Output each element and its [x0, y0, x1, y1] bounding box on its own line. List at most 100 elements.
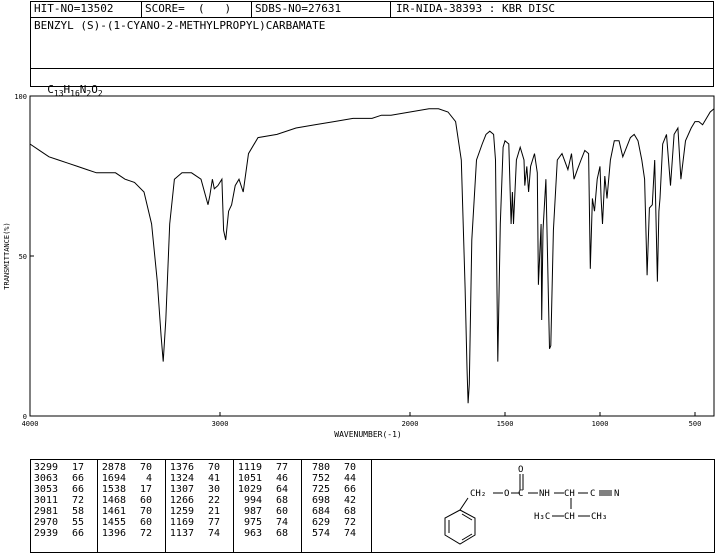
peak-row: 1376 70 [168, 462, 224, 473]
peak-row: 975 74 [236, 517, 292, 528]
nh-group: NH [539, 489, 550, 499]
nitrile-carbon: C [590, 489, 595, 499]
peak-wavenumber: 1694 [101, 473, 126, 484]
peak-wavenumber: 1461 [101, 506, 126, 517]
peak-wavenumber: 684 [311, 506, 330, 517]
formula-c: C [47, 83, 54, 96]
peak-row: 1051 46 [236, 473, 292, 484]
carbonyl-oxygen: O [518, 465, 523, 475]
peak-row: 725 66 [304, 484, 360, 495]
peak-column-divider [233, 459, 234, 553]
header-divider-top [30, 17, 714, 18]
benzene-ring [444, 509, 476, 545]
peak-row: 2939 66 [32, 528, 88, 539]
peak-transmittance: 66 [71, 528, 84, 539]
peak-row: 1461 70 [100, 506, 156, 517]
nitrile-nitrogen: N [614, 489, 619, 499]
formula-n: N [79, 83, 87, 96]
formula-h-count: 16 [70, 89, 80, 99]
peak-transmittance: 55 [71, 517, 84, 528]
peak-column-divider [301, 459, 302, 553]
compound-name: BENZYL (S)-(1-CYANO-2-METHYLPROPYL)CARBA… [34, 19, 326, 32]
peak-wavenumber: 1169 [169, 517, 194, 528]
peak-row: 1396 72 [100, 528, 156, 539]
peak-wavenumber: 3053 [33, 484, 58, 495]
peak-wavenumber: 1376 [169, 462, 194, 473]
molecular-formula: C13H16N2O2 [34, 72, 103, 100]
x-tick-label: 1500 [497, 420, 514, 428]
x-axis-label: WAVENUMBER(-1) [334, 430, 401, 439]
x-tick-label: 1000 [592, 420, 609, 428]
ir-spectrum-chart: 4000 3000 2000 1500 1000 500 0 50 100 WAVENUMBER… [3, 93, 715, 439]
peak-transmittance: 66 [71, 484, 84, 495]
plot-frame [29, 95, 715, 417]
peak-row: 1029 64 [236, 484, 292, 495]
peak-transmittance: 46 [275, 473, 288, 484]
peak-transmittance: 70 [343, 462, 356, 473]
peak-wavenumber: 1396 [101, 528, 126, 539]
x-tick-label: 2000 [402, 420, 419, 428]
header-sep-1 [141, 1, 142, 18]
peak-wavenumber: 1538 [101, 484, 126, 495]
peak-wavenumber: 574 [311, 528, 330, 539]
peak-row: 1169 77 [168, 517, 224, 528]
peak-row: 684 68 [304, 506, 360, 517]
formula-c-count: 13 [53, 89, 64, 99]
y-tick-label: 0 [23, 413, 27, 421]
y-axis-label: TRANSMITTANCE(%) [3, 222, 11, 289]
peak-transmittance: 66 [343, 484, 356, 495]
peak-row: 2878 70 [100, 462, 156, 473]
hit-number: HIT-NO=13502 [34, 2, 114, 15]
peak-row: 994 68 [236, 495, 292, 506]
peak-transmittance: 72 [139, 528, 152, 539]
peak-row: 1119 77 [236, 462, 292, 473]
peak-wavenumber: 1324 [169, 473, 194, 484]
peak-transmittance: 58 [71, 506, 84, 517]
formula-o-count: 2 [97, 89, 103, 99]
peak-wavenumber: 1029 [237, 484, 262, 495]
peak-column: 1119 77 1051 46 1029 64 994 68 987 60 975 74 963 68 [236, 462, 292, 539]
peak-transmittance: 70 [139, 462, 152, 473]
peak-wavenumber: 994 [243, 495, 262, 506]
peak-row: 698 42 [304, 495, 360, 506]
peak-row: 1307 30 [168, 484, 224, 495]
peak-wavenumber: 1119 [237, 462, 262, 473]
peak-transmittance: 74 [207, 528, 220, 539]
peak-column: 2878 70 1694 4 1538 17 1468 60 1461 70 1455 60 1396 7… [100, 462, 156, 539]
peak-transmittance: 60 [139, 495, 152, 506]
peak-wavenumber: 1307 [169, 484, 194, 495]
peak-transmittance: 21 [207, 506, 220, 517]
header-frame [30, 1, 714, 87]
peak-wavenumber: 3011 [33, 495, 58, 506]
formula-o: O [91, 83, 98, 96]
peak-transmittance: 72 [343, 517, 356, 528]
peak-transmittance: 17 [139, 484, 152, 495]
peak-row: 1324 41 [168, 473, 224, 484]
peak-row: 3063 66 [32, 473, 88, 484]
peak-wavenumber: 1051 [237, 473, 262, 484]
ir-info: IR-NIDA-38393 : KBR DISC [396, 2, 555, 15]
peak-wavenumber: 1455 [101, 517, 126, 528]
peak-wavenumber: 963 [243, 528, 262, 539]
peak-wavenumber: 1137 [169, 528, 194, 539]
peak-wavenumber: 3299 [33, 462, 58, 473]
formula-h: H [63, 83, 71, 96]
peak-transmittance: 77 [275, 462, 288, 473]
peak-row: 1468 60 [100, 495, 156, 506]
peak-column-divider [97, 459, 98, 553]
peak-row: 2981 58 [32, 506, 88, 517]
header-sep-3 [390, 1, 391, 18]
peak-row: 963 68 [236, 528, 292, 539]
ch3-right: CH₃ [591, 512, 607, 522]
axis-ticks: 4000 3000 2000 1500 1000 500 0 50 100 [14, 93, 701, 428]
peak-wavenumber: 698 [311, 495, 330, 506]
peak-wavenumber: 2878 [101, 462, 126, 473]
peak-transmittance: 72 [71, 495, 84, 506]
peak-wavenumber: 2939 [33, 528, 58, 539]
peak-row: 987 60 [236, 506, 292, 517]
peak-transmittance: 4 [145, 473, 152, 484]
peak-transmittance: 22 [207, 495, 220, 506]
ch-lower: CH [564, 512, 575, 522]
peak-row: 1694 4 [100, 473, 156, 484]
y-tick-label: 100 [14, 93, 27, 101]
